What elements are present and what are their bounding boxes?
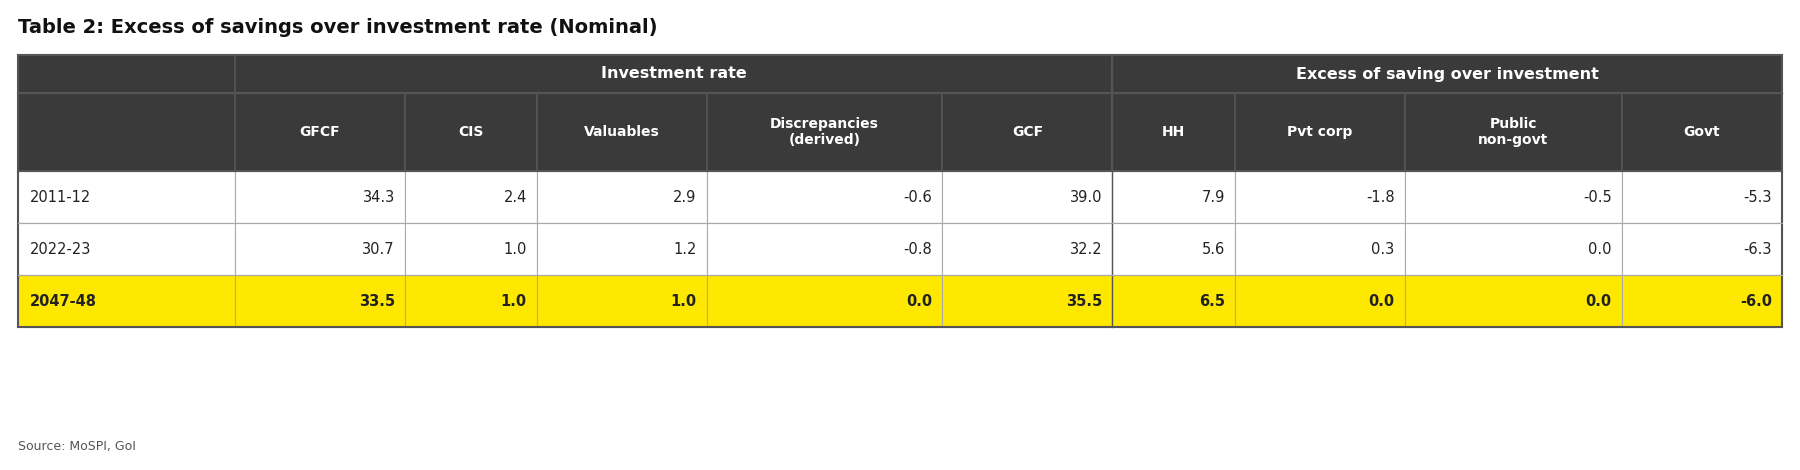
Text: Govt: Govt <box>1683 125 1721 139</box>
Bar <box>1235 93 1404 171</box>
Bar <box>1404 223 1622 275</box>
Text: 1.2: 1.2 <box>673 242 697 257</box>
Bar <box>536 93 707 171</box>
Text: 0.0: 0.0 <box>907 293 932 308</box>
Text: 2022-23: 2022-23 <box>31 242 92 257</box>
Text: 0.0: 0.0 <box>1586 293 1611 308</box>
Bar <box>18 223 236 275</box>
Text: GCF: GCF <box>1012 125 1042 139</box>
Bar <box>707 223 943 275</box>
Bar <box>1235 275 1404 327</box>
Text: 35.5: 35.5 <box>1066 293 1102 308</box>
Bar <box>1112 93 1235 171</box>
Text: Valuables: Valuables <box>583 125 659 139</box>
Bar <box>943 93 1112 171</box>
Text: 2011-12: 2011-12 <box>31 189 92 204</box>
Text: 1.0: 1.0 <box>500 293 527 308</box>
Text: Public
non-govt: Public non-govt <box>1478 117 1548 147</box>
Bar <box>405 171 536 223</box>
Bar <box>18 55 236 93</box>
Bar <box>18 55 1782 327</box>
Bar <box>707 275 943 327</box>
Text: -6.3: -6.3 <box>1744 242 1771 257</box>
Text: GFCF: GFCF <box>299 125 340 139</box>
Bar <box>236 93 405 171</box>
Text: 0.3: 0.3 <box>1372 242 1395 257</box>
Bar <box>536 171 707 223</box>
Text: 2.4: 2.4 <box>504 189 527 204</box>
Text: CIS: CIS <box>459 125 484 139</box>
Text: Table 2: Excess of savings over investment rate (Nominal): Table 2: Excess of savings over investme… <box>18 18 657 37</box>
Bar <box>1622 223 1782 275</box>
Bar <box>1622 171 1782 223</box>
Bar <box>1112 275 1235 327</box>
Text: Investment rate: Investment rate <box>601 66 747 81</box>
Bar <box>943 275 1112 327</box>
Text: -5.3: -5.3 <box>1744 189 1771 204</box>
Text: 33.5: 33.5 <box>358 293 394 308</box>
Bar <box>405 275 536 327</box>
Text: 34.3: 34.3 <box>362 189 394 204</box>
Bar <box>536 275 707 327</box>
Bar <box>1112 223 1235 275</box>
Bar <box>1112 171 1235 223</box>
Bar <box>236 171 405 223</box>
Bar <box>1622 93 1782 171</box>
Bar <box>405 223 536 275</box>
Text: -0.8: -0.8 <box>904 242 932 257</box>
Bar <box>18 171 236 223</box>
Bar <box>1404 275 1622 327</box>
Bar <box>1235 171 1404 223</box>
Text: 0.0: 0.0 <box>1588 242 1611 257</box>
Text: -0.6: -0.6 <box>904 189 932 204</box>
Text: 39.0: 39.0 <box>1069 189 1102 204</box>
Text: 0.0: 0.0 <box>1368 293 1395 308</box>
Bar <box>18 275 236 327</box>
Bar <box>943 171 1112 223</box>
Text: 30.7: 30.7 <box>362 242 394 257</box>
Text: -6.0: -6.0 <box>1741 293 1771 308</box>
Text: 32.2: 32.2 <box>1069 242 1102 257</box>
Bar <box>1404 93 1622 171</box>
Text: 1.0: 1.0 <box>504 242 527 257</box>
Text: HH: HH <box>1163 125 1184 139</box>
Bar <box>943 223 1112 275</box>
Text: Excess of saving over investment: Excess of saving over investment <box>1296 66 1598 81</box>
Bar <box>536 223 707 275</box>
Text: 2.9: 2.9 <box>673 189 697 204</box>
Text: 6.5: 6.5 <box>1199 293 1224 308</box>
Bar <box>707 171 943 223</box>
Bar <box>1235 223 1404 275</box>
Bar <box>1622 275 1782 327</box>
Bar <box>1404 171 1622 223</box>
Text: -1.8: -1.8 <box>1366 189 1395 204</box>
Text: 2047-48: 2047-48 <box>31 293 97 308</box>
Text: -0.5: -0.5 <box>1582 189 1611 204</box>
Text: Source: MoSPI, GoI: Source: MoSPI, GoI <box>18 440 135 453</box>
Bar <box>18 93 236 171</box>
Bar <box>707 93 943 171</box>
Bar <box>405 93 536 171</box>
Text: Pvt corp: Pvt corp <box>1287 125 1352 139</box>
Text: 5.6: 5.6 <box>1202 242 1224 257</box>
Bar <box>236 275 405 327</box>
Text: Discrepancies
(derived): Discrepancies (derived) <box>770 117 878 147</box>
Bar <box>1112 55 1782 93</box>
Text: 7.9: 7.9 <box>1202 189 1224 204</box>
Bar <box>236 55 1112 93</box>
Text: 1.0: 1.0 <box>670 293 697 308</box>
Bar <box>236 223 405 275</box>
